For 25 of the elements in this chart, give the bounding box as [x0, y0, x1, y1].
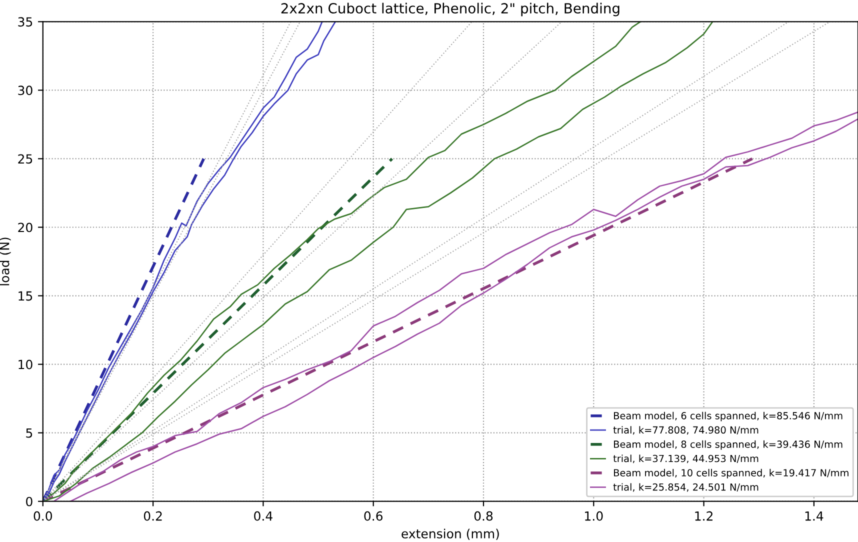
y-tick-label: 10	[18, 360, 32, 370]
y-tick-label: 0	[26, 496, 32, 506]
y-tick-label: 5	[26, 428, 32, 438]
x-tick-label: 1.4	[805, 511, 824, 521]
x-tick-label: 1.2	[695, 511, 712, 521]
x-tick-label: 0.0	[34, 511, 52, 521]
legend-label: trial, k=25.854, 24.501 N/mm	[613, 483, 758, 492]
y-tick-label: 35	[18, 17, 32, 27]
y-tick-label: 25	[18, 154, 32, 164]
y-tick-label: 15	[18, 291, 32, 301]
legend-label: trial, k=37.139, 44.953 N/mm	[613, 454, 758, 464]
y-tick-label: 20	[18, 222, 32, 232]
x-axis-title: extension (mm)	[402, 528, 499, 540]
x-tick-label: 0.6	[364, 511, 382, 521]
chart-title: 2x2xn Cuboct lattice, Phenolic, 2" pitch, Bending	[281, 2, 620, 16]
x-tick-label: 1.0	[585, 511, 603, 521]
legend-label: Beam model, 10 cells spanned, k=19.417 N/mm	[614, 468, 848, 478]
y-tick-label: 30	[18, 86, 32, 96]
legend-label: Beam model, 8 cells spanned, k=39.436 N/mm	[614, 440, 842, 450]
x-tick-label: 0.8	[474, 511, 493, 521]
y-axis-title: load (N)	[0, 238, 11, 286]
x-tick-label: 0.2	[144, 511, 162, 521]
legend-label: Beam model, 6 cells spanned, k=85.546 N/mm	[614, 412, 842, 422]
x-tick-label: 0.4	[254, 511, 272, 521]
legend-label: trial, k=77.808, 74.980 N/mm	[613, 426, 758, 435]
